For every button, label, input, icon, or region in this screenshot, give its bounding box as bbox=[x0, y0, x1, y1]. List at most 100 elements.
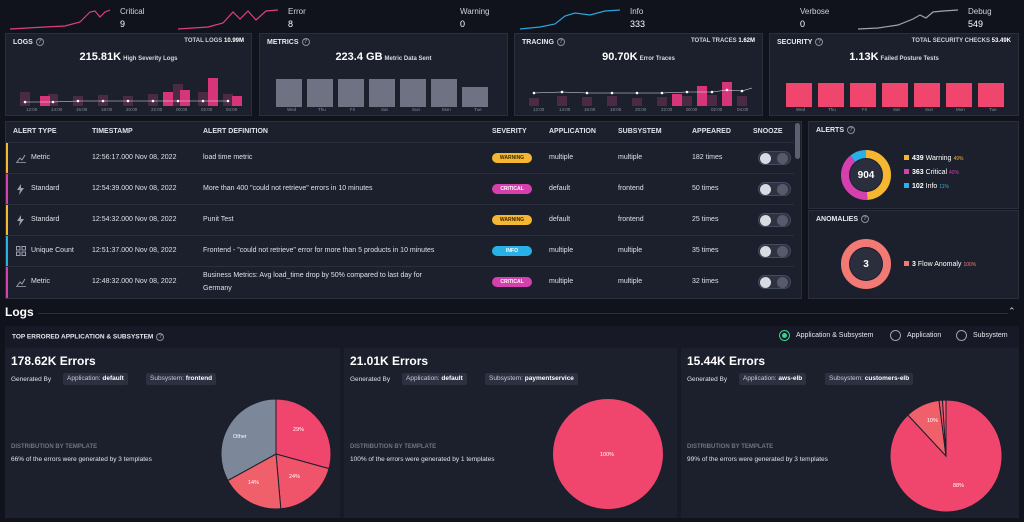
severity-debug[interactable]: Debug 549 bbox=[858, 4, 1023, 32]
help-icon[interactable]: ? bbox=[861, 215, 869, 223]
severity-count: 0 bbox=[800, 19, 806, 29]
col-header-type[interactable]: ALERT TYPE bbox=[13, 128, 57, 135]
bell-icon bbox=[760, 246, 771, 257]
axis-tick: 12:00 bbox=[26, 107, 38, 112]
snooze-toggle[interactable] bbox=[758, 151, 791, 165]
radio-app-subsystem[interactable]: Application & Subsystem bbox=[779, 330, 873, 341]
help-icon[interactable]: ? bbox=[815, 38, 824, 46]
alerts-panel[interactable]: ALERTS? 904 439 Warning 49% 363 Critical 4… bbox=[808, 121, 1019, 209]
panel-title: TRACING? bbox=[522, 38, 565, 46]
generated-by-label: Generated By bbox=[11, 376, 52, 383]
snooze-toggle[interactable] bbox=[758, 182, 791, 196]
axis-tick: 04:00 bbox=[737, 107, 749, 112]
slice-label: 10% bbox=[927, 418, 939, 424]
table-row[interactable]: Standard 12:54:39.000 Nov 08, 2022 More … bbox=[6, 173, 794, 205]
distribution-text: 100% of the errors were generated by 1 t… bbox=[350, 456, 495, 463]
col-header-subsystem[interactable]: SUBSYSTEM bbox=[618, 128, 662, 135]
logs-panel[interactable]: LOGS? TOTAL LOGS 10.99M 215.81K High Seve… bbox=[5, 33, 252, 116]
subsystem-chip[interactable]: Subsystem: customers-elb bbox=[825, 373, 914, 385]
bell-icon bbox=[760, 277, 771, 288]
col-header-snooze[interactable]: SNOOZE bbox=[753, 128, 783, 135]
template-pie-chart bbox=[889, 399, 1003, 513]
help-icon[interactable]: ? bbox=[301, 38, 310, 46]
error-card[interactable]: 15.44K Errors Generated By Application: … bbox=[681, 348, 1019, 518]
anomalies-panel[interactable]: ANOMALIES? 3 3 Flow Anomaly 100% bbox=[808, 210, 1019, 299]
cell-definition-cont: Germany bbox=[203, 285, 232, 292]
severity-warning[interactable]: Warning 0 bbox=[350, 4, 515, 32]
snooze-toggle[interactable] bbox=[758, 244, 791, 258]
axis-tick: 00:00 bbox=[176, 107, 188, 112]
panel-total: TOTAL TRACES 1.62M bbox=[690, 38, 755, 44]
application-chip[interactable]: Application: default bbox=[402, 373, 467, 385]
table-row[interactable]: Unique Count 12:51:37.000 Nov 08, 2022 F… bbox=[6, 235, 794, 267]
severity-count: 8 bbox=[288, 19, 294, 29]
axis-tick: Sun bbox=[412, 107, 421, 112]
severity-verbose[interactable]: Verbose 0 bbox=[690, 4, 855, 32]
security-panel[interactable]: SECURITY? TOTAL SECURITY CHECKS 53.49K 1… bbox=[769, 33, 1019, 116]
cell-appeared: 182 times bbox=[692, 154, 723, 161]
cell-type: Unique Count bbox=[31, 247, 74, 254]
axis-tick: Tue bbox=[474, 107, 482, 112]
panel-title: LOGS? bbox=[13, 38, 44, 46]
help-icon[interactable]: ? bbox=[156, 333, 165, 341]
help-icon[interactable]: ? bbox=[35, 38, 44, 46]
help-icon[interactable]: ? bbox=[556, 38, 565, 46]
table-row[interactable]: Metric 12:56:17.000 Nov 08, 2022 load ti… bbox=[6, 142, 794, 174]
table-row[interactable]: Standard 12:54:32.000 Nov 08, 2022 Punit… bbox=[6, 204, 794, 236]
severity-name: Error bbox=[288, 7, 306, 16]
col-header-timestamp[interactable]: TIMESTAMP bbox=[92, 128, 133, 135]
severity-critical[interactable]: Critical 9 bbox=[10, 4, 175, 32]
severity-strip bbox=[6, 143, 8, 174]
distribution-text: 99% of the errors were generated by 3 te… bbox=[687, 456, 828, 463]
anomalies-donut bbox=[841, 239, 891, 289]
metrics-panel[interactable]: METRICS? 223.4 GB Metric Data Sent Wed Th… bbox=[259, 33, 508, 116]
bell-off-icon bbox=[777, 246, 788, 257]
application-chip[interactable]: Application: aws-elb bbox=[739, 373, 807, 385]
col-header-appeared[interactable]: APPEARED bbox=[692, 128, 731, 135]
snooze-toggle[interactable] bbox=[758, 213, 791, 227]
axis-tick: 18:00 bbox=[101, 107, 113, 112]
panel-title: METRICS? bbox=[267, 38, 310, 46]
col-header-application[interactable]: APPLICATION bbox=[549, 128, 596, 135]
legend-warning: 439 Warning 49% bbox=[904, 155, 963, 162]
cell-definition[interactable]: Business Metrics: Avg load_time drop by … bbox=[203, 272, 422, 279]
col-header-severity[interactable]: SEVERITY bbox=[492, 128, 527, 135]
application-chip[interactable]: Application: default bbox=[63, 373, 128, 385]
severity-name: Critical bbox=[120, 7, 145, 16]
radio-subsystem[interactable]: Subsystem bbox=[956, 330, 1008, 341]
cell-definition[interactable]: load time metric bbox=[203, 154, 253, 161]
axis-tick: 16:00 bbox=[584, 107, 596, 112]
severity-badge: WARNING bbox=[492, 153, 532, 163]
cell-definition[interactable]: More than 400 "could not retrieve" error… bbox=[203, 185, 373, 192]
panel-total: TOTAL LOGS 10.99M bbox=[184, 38, 244, 44]
generated-by-label: Generated By bbox=[687, 376, 728, 383]
axis-tick: 14:00 bbox=[51, 107, 63, 112]
severity-info[interactable]: Info 333 bbox=[520, 4, 685, 32]
snooze-toggle[interactable] bbox=[758, 275, 791, 289]
panel-title: SECURITY? bbox=[777, 38, 824, 46]
subsystem-chip[interactable]: Subsystem: frontend bbox=[146, 373, 217, 385]
cell-definition[interactable]: Punit Test bbox=[203, 216, 234, 223]
help-icon[interactable]: ? bbox=[847, 126, 855, 134]
cell-definition[interactable]: Frontend - "could not retrieve" error fo… bbox=[203, 247, 435, 254]
collapse-icon[interactable]: ⌃ bbox=[1008, 306, 1016, 316]
tracing-panel[interactable]: TRACING? TOTAL TRACES 1.62M 90.70K Error … bbox=[514, 33, 763, 116]
col-header-definition[interactable]: ALERT DEFINITION bbox=[203, 128, 268, 135]
table-scrollbar[interactable] bbox=[795, 123, 800, 159]
error-card[interactable]: 178.62K Errors Generated By Application:… bbox=[5, 348, 340, 518]
severity-error[interactable]: Error 8 bbox=[178, 4, 343, 32]
slice-label: 29% bbox=[293, 427, 305, 433]
error-card[interactable]: 21.01K Errors Generated By Application: … bbox=[344, 348, 677, 518]
lightning-icon bbox=[17, 215, 24, 226]
table-row[interactable]: Metric 12:48:32.000 Nov 08, 2022 Busines… bbox=[6, 266, 794, 298]
top-errored-title: TOP ERRORED APPLICATION & SUBSYSTEM? bbox=[12, 333, 165, 341]
panel-big-value: 223.4 GB Metric Data Sent bbox=[335, 51, 432, 63]
cell-type: Metric bbox=[31, 278, 51, 285]
subsystem-chip[interactable]: Subsystem: paymentservice bbox=[485, 373, 578, 385]
radio-application[interactable]: Application bbox=[890, 330, 941, 341]
bell-off-icon bbox=[777, 184, 788, 195]
severity-strip bbox=[6, 267, 8, 298]
alerts-table[interactable]: ALERT TYPE TIMESTAMP ALERT DEFINITION SE… bbox=[5, 121, 802, 299]
axis-tick: 18:00 bbox=[610, 107, 622, 112]
axis-tick: Fri bbox=[350, 107, 356, 112]
